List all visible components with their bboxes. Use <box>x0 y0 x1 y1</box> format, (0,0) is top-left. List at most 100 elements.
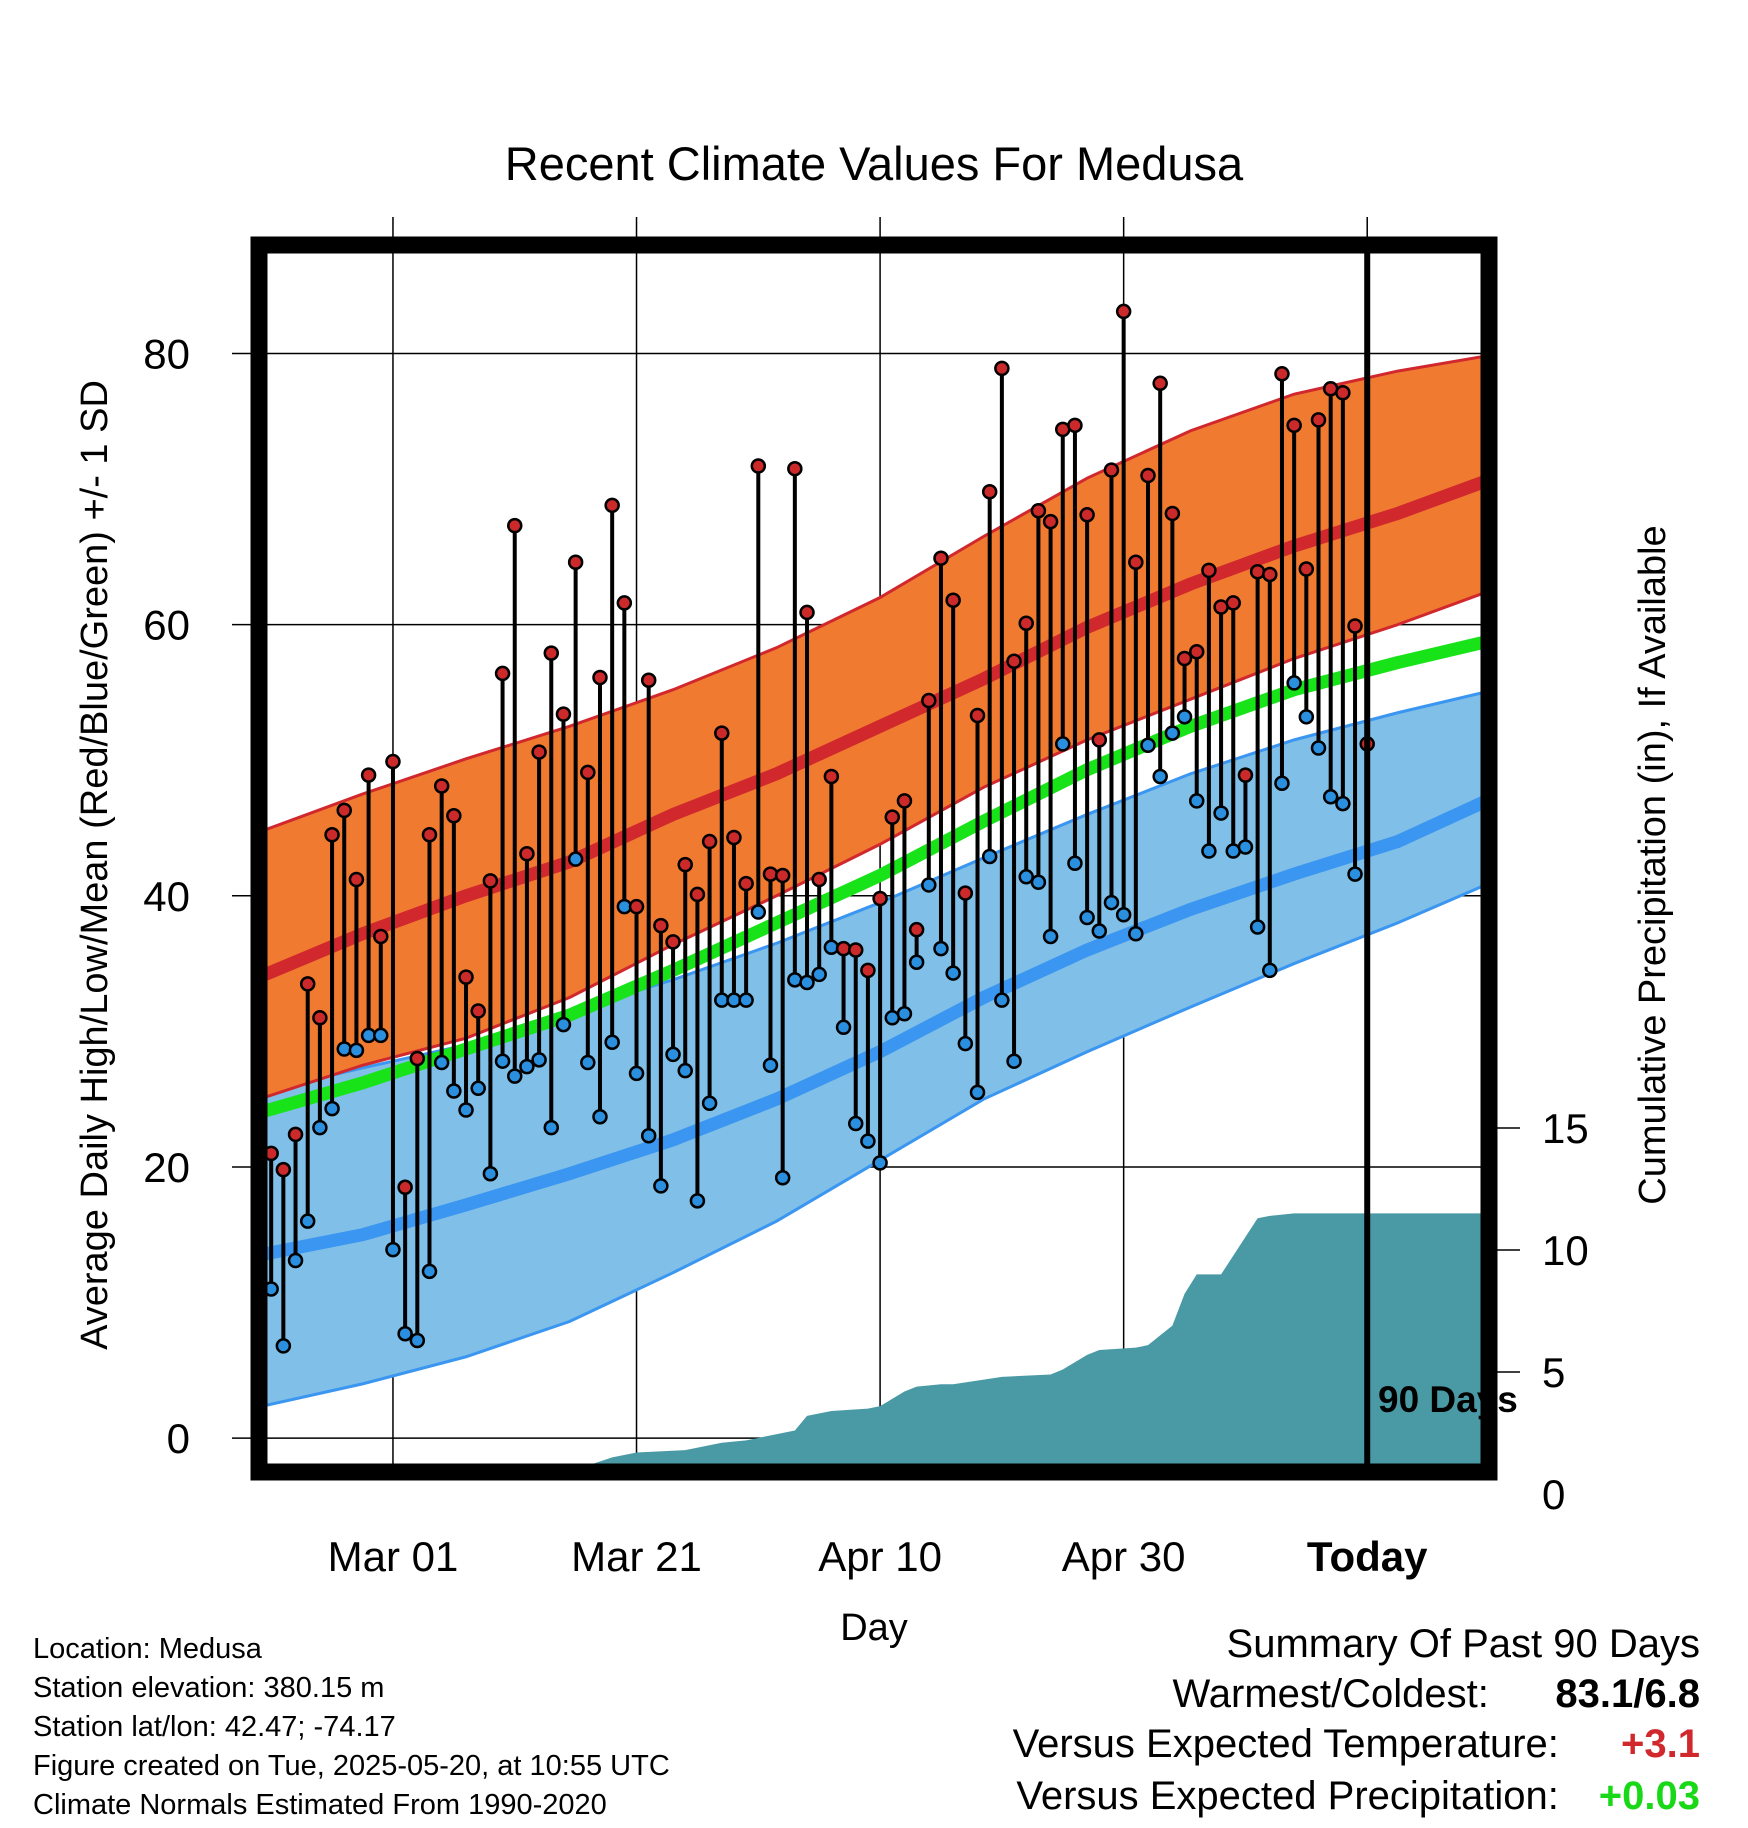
daily-low-point <box>921 877 937 893</box>
daily-high-point <box>324 827 340 843</box>
daily-high-point <box>1128 554 1144 571</box>
x-tick-label: Mar 01 <box>328 1533 459 1580</box>
daily-high-point <box>1006 653 1022 669</box>
y-tick-label-right: 5 <box>1542 1349 1565 1396</box>
footer-info: Location: Medusa Station elevation: 380.… <box>33 1630 670 1825</box>
daily-low-point <box>1006 1053 1022 1069</box>
daily-low-point <box>653 1178 669 1194</box>
daily-low-point <box>1055 736 1071 752</box>
daily-high-point <box>1091 732 1108 748</box>
daily-low-point <box>628 1065 645 1082</box>
footer-elevation: Station elevation: 380.15 m <box>33 1672 385 1704</box>
daily-high-point <box>1079 507 1095 523</box>
daily-high-point <box>616 595 633 611</box>
daily-high-point <box>580 764 596 781</box>
daily-high-point <box>336 802 352 819</box>
daily-low-point <box>1018 869 1034 885</box>
daily-low-point <box>1322 789 1339 805</box>
daily-high-point <box>299 976 316 992</box>
daily-low-point <box>1237 839 1254 855</box>
daily-low-point <box>1274 775 1290 792</box>
footer-location: Location: Medusa <box>33 1633 262 1665</box>
summary-precip-label: Versus Expected Precipitation: <box>1016 1774 1559 1818</box>
daily-high-point <box>531 744 547 760</box>
daily-high-point <box>1274 366 1290 382</box>
daily-low-point <box>969 1084 986 1101</box>
daily-high-point <box>1042 513 1059 530</box>
daily-high-point <box>1152 375 1168 392</box>
daily-low-point <box>1091 923 1108 939</box>
footer-normals: Climate Normals Estimated From 1990-2020 <box>33 1789 607 1821</box>
daily-high-point <box>957 885 974 901</box>
y-tick-label-left: 80 <box>143 330 190 377</box>
daily-high-point <box>1188 643 1205 660</box>
daily-low-point <box>385 1241 401 1258</box>
daily-high-point <box>969 707 986 724</box>
daily-high-point <box>287 1126 304 1143</box>
daily-high-point <box>543 645 560 661</box>
summary-temp-label: Versus Expected Temperature: <box>1012 1722 1559 1766</box>
daily-low-point <box>1201 843 1217 859</box>
daily-low-point <box>1298 709 1315 725</box>
daily-low-point <box>312 1119 328 1136</box>
daily-low-point <box>847 1115 864 1132</box>
daily-low-point <box>446 1083 462 1099</box>
x-tick-label: Today <box>1307 1533 1428 1580</box>
daily-low-point <box>1262 962 1278 979</box>
daily-low-point <box>494 1053 511 1069</box>
daily-high-point <box>348 871 365 888</box>
daily-low-point <box>348 1042 365 1059</box>
daily-low-point <box>945 965 961 981</box>
daily-high-point <box>640 672 657 688</box>
footer-created: Figure created on Tue, 2025-05-20, at 10… <box>33 1750 670 1782</box>
daily-high-point <box>1176 650 1193 667</box>
daily-high-point <box>994 360 1010 377</box>
daily-high-point <box>787 460 803 477</box>
daily-low-point <box>470 1080 486 1097</box>
summary-temp-row: Versus Expected Temperature: +3.1 <box>1013 1722 1700 1767</box>
daily-low-point <box>458 1102 474 1118</box>
daily-low-point <box>1067 855 1083 871</box>
daily-high-point <box>1249 563 1266 580</box>
daily-low-point <box>482 1165 499 1182</box>
daily-high-point <box>275 1161 292 1178</box>
daily-high-point <box>446 808 462 824</box>
daily-low-point <box>1030 874 1047 890</box>
daily-high-point <box>1262 566 1278 583</box>
daily-high-point <box>1335 385 1351 401</box>
daily-low-point <box>677 1062 693 1079</box>
daily-low-point <box>433 1054 450 1071</box>
daily-low-point <box>1140 737 1156 754</box>
x-tick-label: Apr 10 <box>818 1533 942 1580</box>
daily-high-point <box>981 484 998 500</box>
daily-high-point <box>397 1179 413 1196</box>
daily-high-point <box>921 692 937 709</box>
daily-low-point <box>994 992 1010 1008</box>
daily-high-point <box>458 969 474 985</box>
x-tick-label: Apr 30 <box>1062 1533 1186 1580</box>
daily-low-point <box>567 851 584 867</box>
daily-high-point <box>933 550 949 566</box>
daily-high-point <box>1164 505 1181 522</box>
daily-high-point <box>811 871 827 888</box>
daily-high-point <box>421 827 438 843</box>
daily-low-point <box>287 1252 304 1269</box>
summary-warmest-label: Warmest/Coldest: <box>1172 1672 1489 1716</box>
daily-high-point <box>1310 412 1327 428</box>
daily-high-point <box>1103 462 1120 478</box>
daily-high-point <box>604 497 620 514</box>
daily-high-point <box>689 886 706 903</box>
summary-warmest-row: Warmest/Coldest: 83.1/6.8 <box>1173 1672 1701 1717</box>
daily-low-point <box>787 972 803 988</box>
daily-low-point <box>981 848 998 865</box>
daily-high-point <box>701 833 718 850</box>
daily-low-point <box>555 1016 572 1033</box>
daily-low-point <box>799 974 815 991</box>
daily-low-point <box>872 1155 888 1171</box>
daily-low-point <box>1115 907 1132 923</box>
daily-low-point <box>1347 866 1363 882</box>
daily-high-point <box>665 934 681 950</box>
daily-high-point <box>799 604 815 621</box>
daily-low-point <box>409 1332 426 1349</box>
